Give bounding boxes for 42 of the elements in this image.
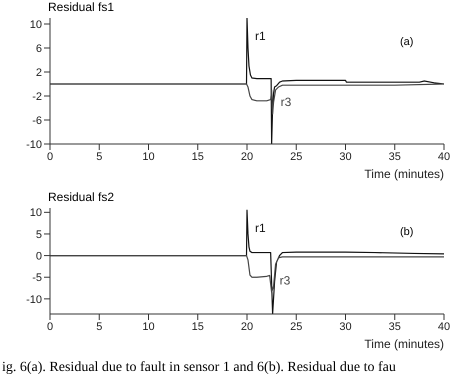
text: ig. 6(a). Residual due to fault in sensor 1 and 6(b). Residual due to fau [1, 360, 397, 376]
x-tick-label: 40 [438, 150, 450, 163]
y-tick-label: -5 [32, 272, 42, 284]
y-tick-label: -2 [32, 90, 42, 103]
series-label: r1 [255, 221, 266, 236]
x-tick-label: 40 [438, 320, 450, 333]
y-tick-label: 6 [36, 42, 42, 55]
x-tick-label: 10 [142, 150, 155, 163]
x-tick-label: 15 [192, 150, 204, 163]
x-tick-label: 5 [96, 320, 102, 333]
x-tick-label: 30 [339, 320, 352, 333]
y-tick-label: 10 [30, 18, 42, 31]
y-axis-title: Residual fs2 [48, 190, 114, 204]
y-tick-label: 5 [36, 228, 42, 241]
x-tick-label: 10 [142, 320, 155, 333]
series-label: r3 [280, 95, 292, 109]
x-tick-label: 0 [46, 150, 54, 163]
x-tick-label: 15 [192, 320, 204, 333]
y-axis-title: Residual fs1 [48, 0, 114, 14]
y-tick-label: 2 [36, 66, 42, 79]
annotation: (a) [400, 36, 414, 48]
x-tick-label: 5 [96, 150, 102, 163]
line-series [50, 83, 444, 115]
y-tick-label: 10 [30, 207, 42, 220]
y-tick-label: -10 [26, 294, 42, 306]
x-tick-label: 30 [339, 150, 352, 163]
annotation: (b) [400, 226, 414, 238]
x-axis-title: Time (minutes) [364, 167, 444, 181]
x-tick-label: 20 [240, 150, 254, 163]
line-series [50, 254, 444, 293]
x-tick-label: 20 [240, 320, 254, 333]
y-tick-label: -10 [26, 138, 42, 151]
x-tick-label: 35 [388, 320, 401, 333]
y-tick-label: -6 [32, 114, 42, 127]
x-tick-label: 0 [46, 320, 54, 333]
series-label: r1 [255, 29, 266, 43]
x-tick-label: 25 [290, 150, 302, 163]
x-tick-label: 25 [290, 320, 302, 333]
y-tick-label: 0 [36, 250, 42, 262]
x-tick-label: 35 [388, 150, 401, 163]
series-label: r3 [280, 273, 291, 288]
x-axis-title: Time (minutes) [364, 337, 444, 351]
